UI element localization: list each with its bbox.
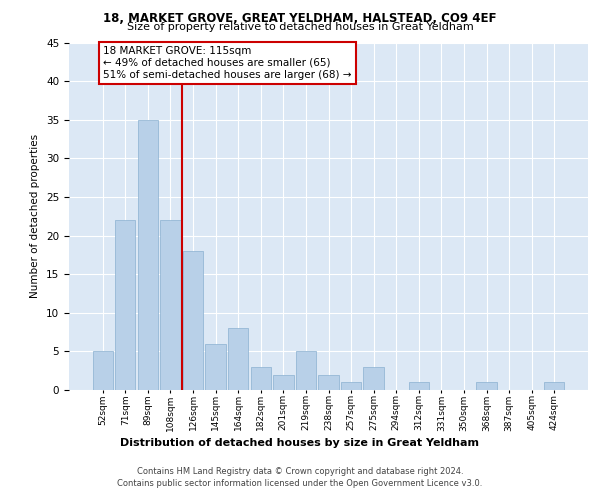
Text: Contains public sector information licensed under the Open Government Licence v3: Contains public sector information licen… xyxy=(118,479,482,488)
Text: Contains HM Land Registry data © Crown copyright and database right 2024.: Contains HM Land Registry data © Crown c… xyxy=(137,468,463,476)
Bar xyxy=(228,328,248,390)
Text: 18 MARKET GROVE: 115sqm
← 49% of detached houses are smaller (65)
51% of semi-de: 18 MARKET GROVE: 115sqm ← 49% of detache… xyxy=(103,46,352,80)
Bar xyxy=(183,251,203,390)
Bar xyxy=(160,220,181,390)
Bar xyxy=(341,382,361,390)
Bar xyxy=(273,374,293,390)
Bar xyxy=(205,344,226,390)
Bar xyxy=(92,352,113,390)
Bar xyxy=(364,367,384,390)
Bar xyxy=(319,374,338,390)
Bar xyxy=(251,367,271,390)
Bar xyxy=(476,382,497,390)
Text: 18, MARKET GROVE, GREAT YELDHAM, HALSTEAD, CO9 4EF: 18, MARKET GROVE, GREAT YELDHAM, HALSTEA… xyxy=(103,12,497,26)
Bar xyxy=(544,382,565,390)
Y-axis label: Number of detached properties: Number of detached properties xyxy=(31,134,40,298)
Text: Distribution of detached houses by size in Great Yeldham: Distribution of detached houses by size … xyxy=(121,438,479,448)
Bar xyxy=(409,382,429,390)
Bar xyxy=(138,120,158,390)
Text: Size of property relative to detached houses in Great Yeldham: Size of property relative to detached ho… xyxy=(127,22,473,32)
Bar xyxy=(115,220,136,390)
Bar xyxy=(296,352,316,390)
